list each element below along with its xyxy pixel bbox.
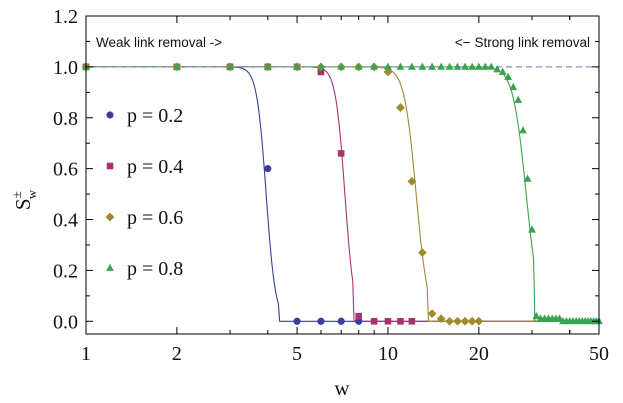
legend-label: p = 0.4: [127, 156, 183, 178]
annotation-strong-link: <− Strong link removal: [455, 35, 590, 50]
data-point: [427, 309, 437, 319]
data-point: [437, 62, 446, 70]
legend-marker: [106, 111, 114, 119]
data-point: [474, 316, 484, 326]
data-point: [417, 248, 427, 257]
data-point: [337, 62, 346, 70]
legend-label: p = 0.6: [127, 207, 183, 229]
legend-label: p = 0.2: [127, 105, 183, 127]
data-point: [498, 67, 507, 75]
data-point: [397, 317, 404, 325]
y-tick-label: 1.2: [53, 6, 78, 28]
data-point: [384, 62, 392, 70]
data-point: [528, 225, 536, 233]
data-point: [428, 62, 436, 70]
y-tick-label: 1.0: [53, 57, 78, 79]
data-point: [264, 165, 272, 173]
data-point: [293, 317, 301, 325]
y-tick-label: 0.8: [53, 108, 78, 130]
data-point: [461, 62, 469, 70]
data-point: [396, 103, 405, 112]
data-point: [523, 174, 532, 182]
y-axis-label-sup: ±: [9, 191, 24, 198]
data-point: [460, 316, 470, 326]
legend-marker: [105, 212, 115, 222]
data-point: [509, 82, 518, 91]
legend-marker: [106, 263, 114, 271]
data-point: [445, 316, 454, 326]
x-tick-label: 50: [589, 343, 609, 365]
x-tick-label: 1: [81, 343, 91, 365]
data-point: [263, 62, 272, 70]
legend-label: p = 0.8: [127, 258, 183, 280]
data-point: [418, 62, 427, 70]
data-point: [555, 314, 564, 322]
data-point: [407, 62, 416, 70]
y-axis-label: S±w: [9, 189, 39, 210]
data-point: [519, 126, 527, 134]
data-point: [493, 65, 502, 73]
data-point: [445, 62, 454, 70]
data-point: [337, 317, 345, 325]
legend-marker: [106, 162, 114, 170]
data-point: [337, 150, 345, 157]
data-point: [487, 62, 496, 70]
data-point: [453, 62, 462, 70]
legend: p = 0.2 p = 0.4 p = 0.6 p = 0.8: [105, 105, 183, 280]
y-tick-label: 0.4: [53, 210, 78, 232]
x-tick-label: 20: [469, 343, 489, 365]
y-tick-label: 0.2: [53, 260, 78, 282]
data-point: [317, 317, 325, 325]
annotation-weak-link: Weak link removal ->: [96, 35, 222, 50]
y-tick-label: 0.0: [53, 311, 78, 333]
data-markers: [81, 62, 603, 326]
data-point: [504, 72, 513, 80]
data-point: [355, 312, 362, 320]
data-point: [370, 62, 379, 70]
data-point: [436, 314, 446, 324]
data-point: [226, 62, 234, 70]
data-point: [468, 62, 477, 70]
y-tick-label: 0.6: [53, 159, 78, 181]
x-axis-label: w: [334, 376, 350, 400]
data-point: [467, 316, 477, 326]
data-point: [370, 317, 378, 325]
plot-frame: [85, 15, 600, 335]
data-point: [453, 316, 462, 326]
y-axis-label-sub: w: [24, 189, 39, 199]
data-point: [408, 317, 416, 325]
data-point: [474, 62, 483, 70]
data-point: [354, 62, 363, 70]
data-point: [514, 95, 523, 103]
y-axis-label-main: S: [11, 198, 35, 210]
data-point: [172, 62, 181, 70]
x-tick-label: 10: [378, 343, 398, 365]
data-point: [317, 68, 325, 76]
data-point: [481, 62, 490, 70]
data-point: [407, 176, 417, 186]
data-point: [293, 62, 301, 70]
data-point: [384, 317, 392, 325]
data-point: [317, 62, 325, 70]
data-point: [532, 311, 541, 320]
x-tick-label: 5: [292, 343, 302, 365]
axis-ticks: 1 2 5 10 20 50 0.0 0.2 0.4 0.6 0.8 1.0 1.2: [53, 6, 609, 365]
data-point: [396, 62, 405, 70]
x-tick-label: 2: [172, 343, 182, 365]
